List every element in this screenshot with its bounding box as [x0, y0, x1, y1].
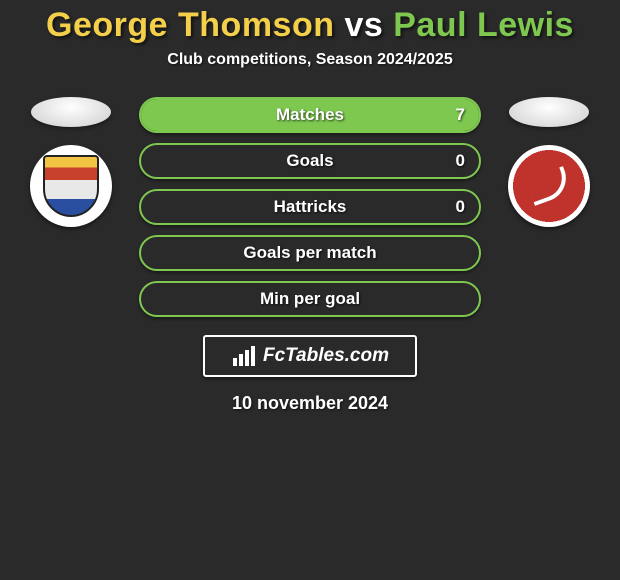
comparison-card: George Thomson vs Paul Lewis Club compet… [0, 0, 620, 414]
stat-value-right: 7 [456, 105, 465, 125]
stat-label: Hattricks [274, 197, 347, 217]
date-text: 10 november 2024 [232, 393, 388, 414]
player2-name: Paul Lewis [393, 6, 574, 44]
shield-icon [43, 155, 99, 217]
stat-value-right: 0 [456, 197, 465, 217]
player1-column [21, 97, 121, 227]
stat-bar: Matches 7 [139, 97, 481, 133]
player2-column [499, 97, 599, 227]
player2-club-crest [508, 145, 590, 227]
stat-bar: Hattricks 0 [139, 189, 481, 225]
stat-bar: Min per goal [139, 281, 481, 317]
player2-avatar-placeholder [509, 97, 589, 127]
player1-avatar-placeholder [31, 97, 111, 127]
shrimp-icon [525, 166, 572, 206]
player1-name: George Thomson [46, 6, 334, 44]
brand-text: FcTables.com [263, 345, 389, 367]
subtitle: Club competitions, Season 2024/2025 [167, 51, 452, 69]
stat-bar: Goals per match [139, 235, 481, 271]
vs-separator: vs [335, 6, 394, 44]
stat-label: Goals per match [243, 243, 376, 263]
stat-value-right: 0 [456, 151, 465, 171]
stat-label: Min per goal [260, 289, 360, 309]
stats-column: Matches 7 Goals 0 Hattricks 0 Goals per match M… [139, 97, 481, 317]
main-row: Matches 7 Goals 0 Hattricks 0 Goals per match M… [0, 97, 620, 317]
stat-bar: Goals 0 [139, 143, 481, 179]
stat-label: Goals [286, 151, 333, 171]
brand-badge[interactable]: FcTables.com [203, 335, 417, 377]
page-title: George Thomson vs Paul Lewis [46, 6, 574, 45]
stat-label: Matches [276, 105, 344, 125]
player1-club-crest [30, 145, 112, 227]
bar-chart-icon [231, 346, 257, 366]
